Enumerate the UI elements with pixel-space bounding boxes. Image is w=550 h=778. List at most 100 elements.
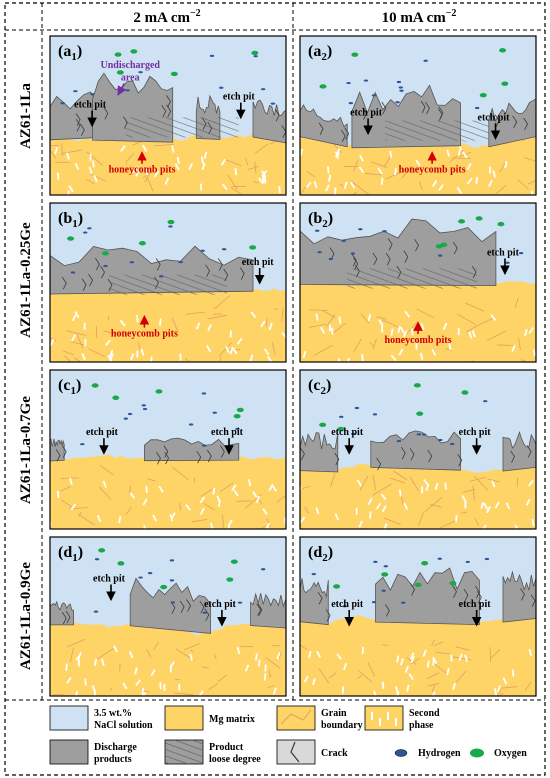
grain-boundary (384, 517, 401, 526)
row-label-2: AZ61-1La-0.25Ge (18, 222, 34, 338)
grain-boundary (465, 302, 485, 312)
second-phase (209, 522, 214, 529)
discharge-products (502, 570, 536, 623)
grain-boundary (271, 342, 276, 356)
hydrogen-particle (212, 411, 217, 414)
second-phase (426, 660, 430, 668)
second-phase (380, 177, 384, 185)
grain-boundary (339, 183, 344, 187)
loose-products (125, 117, 239, 138)
column-header-2: 10 mA cm−2 (382, 8, 457, 26)
second-phase (458, 653, 463, 661)
panel-letter: (c2) (308, 377, 331, 397)
grain-boundary (360, 313, 370, 324)
second-phase (171, 145, 175, 153)
legend-item-hydrogen: Hydrogen (394, 748, 461, 759)
hydrogen-particle (381, 589, 386, 592)
grain-boundary (369, 342, 375, 348)
crack (325, 609, 331, 622)
hydrogen-particle (328, 257, 334, 261)
grain-boundary (227, 174, 238, 190)
grain-boundary (318, 668, 330, 684)
hydrogen-particle (396, 80, 402, 84)
crack (164, 451, 170, 465)
grain-boundary (230, 187, 243, 195)
second-phase (483, 502, 489, 510)
discharge-products (144, 437, 240, 462)
grain-boundary (400, 166, 413, 180)
second-phase (361, 646, 365, 655)
second-phase (159, 682, 162, 690)
second-phase (367, 497, 373, 506)
second-phase (142, 498, 148, 506)
second-phase (452, 682, 456, 691)
second-phase (490, 314, 497, 321)
crack (257, 603, 263, 616)
hydrogen-particle (93, 610, 99, 613)
second-phase (422, 649, 427, 657)
legend-label: Grain (321, 708, 347, 719)
second-phase (255, 653, 258, 661)
grain-boundary (461, 511, 468, 514)
second-phase (144, 168, 149, 176)
discharge-products (300, 578, 329, 626)
second-phase (169, 665, 172, 673)
second-phase (113, 645, 118, 653)
legend-swatch-discharge (49, 739, 89, 765)
grain-boundary (431, 639, 436, 647)
grain-boundary (381, 644, 389, 646)
crack (100, 265, 106, 279)
grain-boundary (393, 470, 408, 481)
crack (95, 257, 100, 271)
crack (510, 450, 515, 463)
hydrogen-particle (395, 101, 400, 104)
second-phase (462, 151, 468, 159)
discharge-products (502, 430, 536, 472)
grain-boundary (416, 308, 435, 319)
hydrogen-particle (416, 433, 422, 436)
second-phase (135, 679, 141, 686)
legend-label: phase (409, 720, 434, 731)
crack (512, 115, 518, 129)
crack (170, 601, 176, 614)
second-phase (419, 352, 424, 360)
second-phase (164, 177, 170, 185)
grain-boundary (274, 307, 279, 310)
second-phase (221, 183, 228, 191)
second-phase (69, 477, 73, 485)
mg-matrix (50, 454, 286, 529)
hydrogen-particle (339, 415, 344, 418)
second-phase (415, 159, 421, 167)
grain-boundary (179, 502, 182, 511)
second-phase (411, 328, 414, 336)
second-phase (74, 690, 79, 696)
second-phase (400, 658, 404, 666)
oxygen-particle (414, 582, 422, 587)
second-phase (271, 484, 277, 492)
grain-boundary (495, 185, 507, 195)
legend: 3.5 wt.%NaCl solution Mg matrix Grainbound… (49, 705, 527, 765)
grain-boundary (456, 313, 476, 325)
oxygen-particle (236, 407, 244, 413)
second-phase (120, 145, 126, 152)
second-phase (232, 347, 238, 355)
legend-label: Mg matrix (209, 714, 255, 725)
second-phase (464, 654, 469, 662)
second-phase (444, 482, 447, 490)
annotation-label: honeycomb pits (399, 165, 466, 176)
grain-boundary (372, 483, 392, 496)
grain-boundary (247, 166, 259, 170)
second-phase (403, 330, 408, 338)
second-phase (220, 158, 227, 166)
annotation-label: etch pit (211, 427, 244, 438)
hydrogen-particle (202, 611, 207, 614)
second-phase (338, 316, 342, 324)
grain-boundary (490, 649, 501, 659)
second-phase (262, 175, 264, 183)
grain-boundary (353, 159, 359, 172)
oxygen-particle (233, 413, 241, 419)
oxygen-particle (117, 561, 125, 566)
annotation-label: honeycomb pits (109, 165, 176, 176)
hydrogen-particle (90, 92, 95, 96)
second-phase (381, 505, 387, 513)
